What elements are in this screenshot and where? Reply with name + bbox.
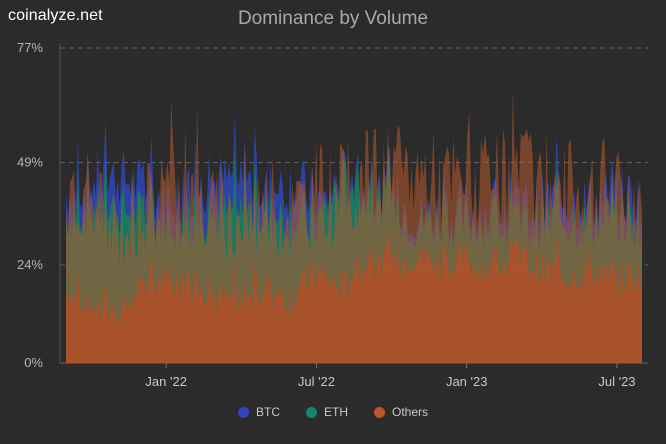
legend-item-eth[interactable]: ETH: [305, 405, 348, 419]
y-tick-label: 24%: [17, 257, 43, 272]
y-tick-label: 77%: [17, 40, 43, 55]
x-tick-label: Jul '22: [298, 374, 335, 389]
legend-swatch: [373, 406, 385, 418]
chart-title: Dominance by Volume: [237, 8, 429, 29]
x-tick-label: Jan '22: [145, 374, 187, 389]
plot-area: [66, 88, 642, 364]
legend-swatch: [237, 406, 249, 418]
x-axis: Jan '22 Jul '22 Jan '23 Jul '23: [145, 363, 636, 389]
series-area-others-spikes: [66, 88, 642, 364]
y-tick-label: 0%: [24, 355, 43, 370]
x-tick-label: Jul '23: [598, 374, 635, 389]
legend-item-others[interactable]: Others: [373, 405, 428, 419]
y-tick-label: 49%: [17, 155, 43, 170]
legend-swatch: [305, 406, 317, 418]
legend-label: Others: [391, 405, 428, 419]
legend-item-btc[interactable]: BTC: [237, 405, 280, 419]
legend-label: ETH: [323, 405, 348, 419]
chart-legend: BTC ETH Others: [0, 405, 666, 419]
brand-logo-text[interactable]: coinalyze.net: [8, 7, 103, 24]
legend-label: BTC: [255, 405, 280, 419]
x-tick-label: Jan '23: [446, 374, 488, 389]
